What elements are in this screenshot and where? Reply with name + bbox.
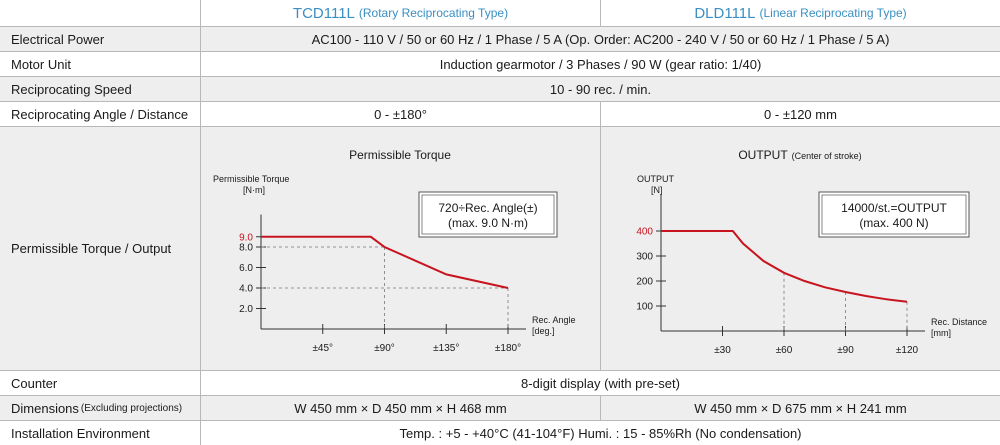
label-installation-environment: Installation Environment [11,425,150,441]
row-electrical-power: Electrical Power AC100 - 110 V / 50 or 6… [0,27,1000,52]
value-installation-environment: Temp. : +5 - +40°C (41-104°F) Humi. : 15… [200,421,1000,445]
value-dimensions-left: W 450 mm × D 450 mm × H 468 mm [200,396,600,420]
output-chart-formula-line-1: 14000/st.=OUTPUT [841,201,947,215]
output-chart-formula-line-2: (max. 400 N) [859,216,928,230]
torque-chart-cell: Permissible Torque Permissible Torque [N·m… [200,127,600,370]
torque-chart-formula-box-inner [421,194,555,235]
header-right: DLD111L (Linear Reciprocating Type) [600,0,1000,26]
value-counter: 8-digit display (with pre-set) [200,371,1000,395]
output-chart-x-tick-label: ±60 [776,345,793,356]
torque-chart-x-tick-label: ±180° [495,343,521,354]
torque-chart-y-tick-label: 8.0 [239,243,253,254]
output-chart: OUTPUT (Center of stroke) OUTPUT[N] Rec. Di… [636,148,987,356]
label-motor-unit: Motor Unit [11,56,71,72]
type-right: (Linear Reciprocating Type) [759,6,907,20]
value-distance-right: 0 - ±120 mm [600,102,1000,126]
model-left: TCD111L [292,4,355,22]
type-left: (Rotary Reciprocating Type) [358,6,509,20]
label-counter: Counter [11,375,58,391]
label-electrical-power: Electrical Power [11,31,105,47]
torque-chart-xlabel-1: Rec. Angle [532,315,576,325]
output-chart-x-tick-label: ±90 [837,345,854,356]
label-permissible-torque: Permissible Torque / Output [11,241,172,256]
output-chart-y-tick-label: 100 [636,302,653,313]
row-dimensions: Dimensions (Excluding projections) W 450… [0,396,1000,421]
torque-chart-y-tick-label: 9.0 [239,232,253,243]
output-chart-y-tick-label: 200 [636,277,653,288]
output-chart-curve [661,230,908,303]
header-empty-cell [0,0,200,26]
label-dimensions-note: (Excluding projections) [80,402,183,414]
value-reciprocating-speed: 10 - 90 rec. / min. [200,77,1000,101]
label-reciprocating-speed: Reciprocating Speed [11,81,132,97]
torque-chart-x-tick-label: ±135° [433,343,459,354]
output-chart-xlabel-2: [mm] [931,328,951,338]
output-chart-y-tick-label: 400 [636,227,653,238]
output-chart-xlabel-1: Rec. Distance [931,317,987,327]
output-chart-formula-box-inner [821,194,967,235]
value-electrical-power: AC100 - 110 V / 50 or 60 Hz / 1 Phase / … [200,27,1000,51]
output-chart-title: OUTPUT (Center of stroke) [738,148,861,162]
row-permissible-torque: Permissible Torque / Output Permissible … [0,127,1000,371]
row-reciprocating-angle: Reciprocating Angle / Distance 0 - ±180°… [0,102,1000,127]
label-dimensions: Dimensions (Excluding projections) [0,396,200,420]
torque-chart-ylabel-2: [N·m] [243,185,265,195]
value-dimensions-right: W 450 mm × D 675 mm × H 241 mm [600,396,1000,420]
torque-chart-title: Permissible Torque [349,148,451,162]
header-left: TCD111L (Rotary Reciprocating Type) [200,0,600,26]
row-reciprocating-speed: Reciprocating Speed 10 - 90 rec. / min. [0,77,1000,102]
torque-chart-curve [261,235,509,289]
torque-chart-formula-line-1: 720÷Rec. Angle(±) [438,201,537,215]
output-chart-x-tick-label: ±30 [714,345,731,356]
row-installation-environment: Installation Environment Temp. : +5 - +4… [0,421,1000,445]
torque-chart-ylabel-1: Permissible Torque [213,174,289,184]
row-motor-unit: Motor Unit Induction gearmotor / 3 Phase… [0,52,1000,77]
label-dimensions-text: Dimensions [11,400,79,416]
torque-chart-formula-box [418,191,558,238]
torque-chart-xlabel-2: [deg.] [532,326,555,336]
model-right: DLD111L [694,4,756,22]
label-reciprocating-angle: Reciprocating Angle / Distance [11,106,189,122]
output-chart-ylabel-1: OUTPUT [637,174,675,184]
torque-chart-y-tick-label: 4.0 [239,284,253,295]
torque-chart-y-tick-label: 2.0 [239,304,253,315]
value-motor-unit: Induction gearmotor / 3 Phases / 90 W (g… [200,52,1000,76]
torque-chart-x-tick-label: ±45° [312,343,333,354]
output-chart-cell: OUTPUT (Center of stroke) OUTPUT [N] Rec. Di… [600,127,1000,370]
torque-chart-x-tick-label: ±90° [374,343,395,354]
torque-chart-y-tick-label: 6.0 [239,263,253,274]
output-chart-subtitle: (Center of stroke) [792,151,862,161]
torque-chart-formula-line-2: (max. 9.0 N·m) [448,216,528,230]
header-row: TCD111L (Rotary Reciprocating Type) DLD1… [0,0,1000,27]
output-chart-ylabel-2: [N] [651,185,663,195]
value-angle-left: 0 - ±180° [200,102,600,126]
output-chart-formula-box [818,191,970,238]
output-chart-y-tick-label: 300 [636,252,653,263]
output-chart-x-tick-label: ±120 [896,345,919,356]
row-counter: Counter 8-digit display (with pre-set) [0,371,1000,396]
